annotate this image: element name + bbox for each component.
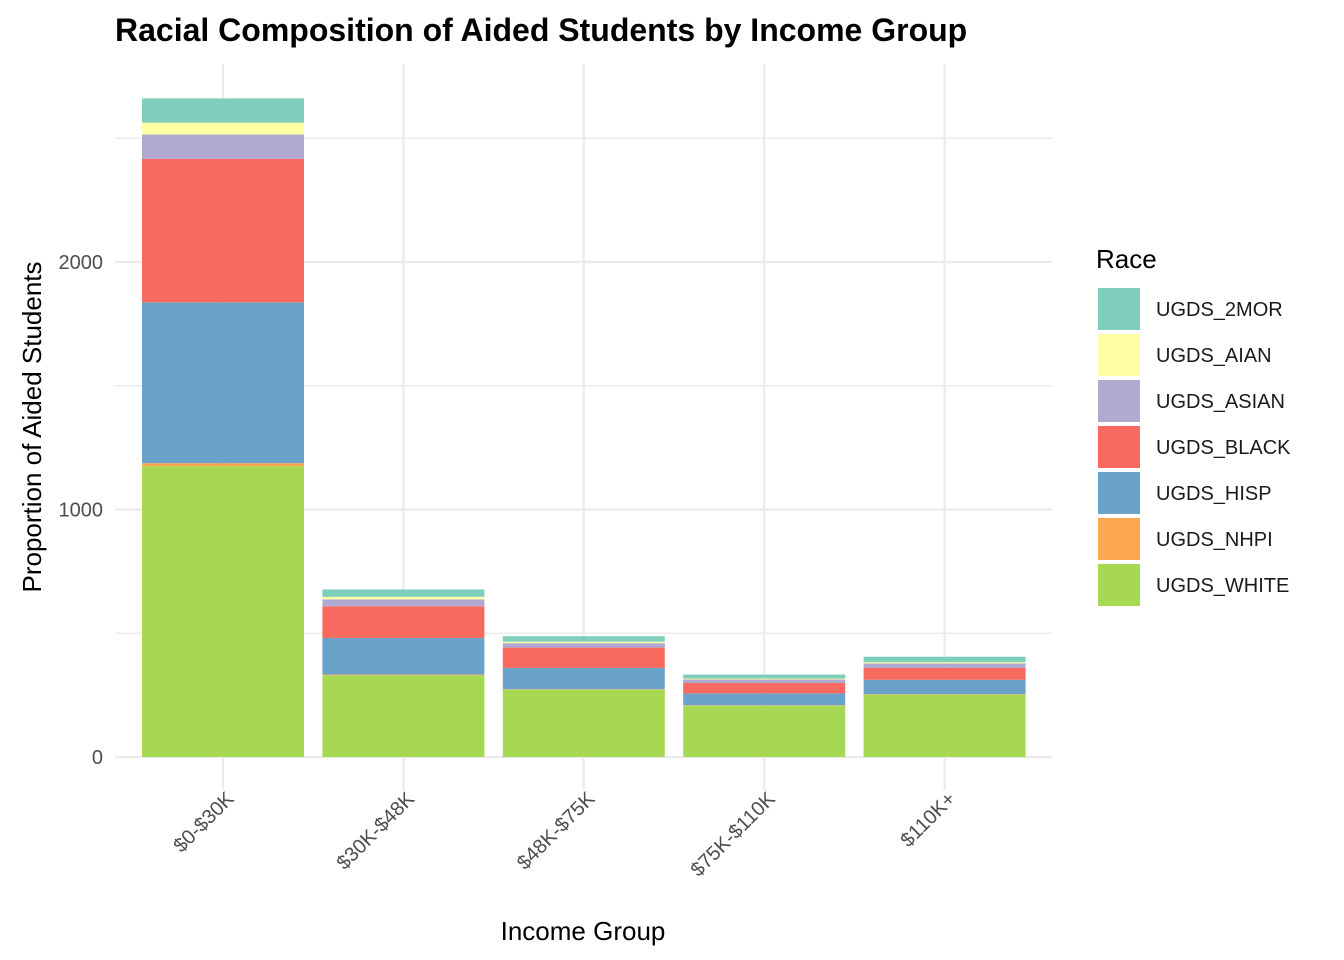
legend-swatch [1098,564,1140,606]
bar-segment-ugds-hisp [863,679,1026,695]
bar-segment-ugds-asian [322,599,485,607]
bar-segment-ugds-2mor [683,674,846,679]
x-tick-label: $0-$30K [170,788,239,857]
legend-label: UGDS_NHPI [1156,529,1273,551]
y-axis-title: Proportion of Aided Students [17,261,47,592]
bar-segment-ugds-hisp [683,693,846,706]
bars [142,98,1026,757]
bar-segment-ugds-black [142,158,304,303]
bar-segment-ugds-white [142,466,304,757]
legend-swatch [1098,426,1140,468]
y-tick-label: 1000 [59,500,104,522]
chart-title: Racial Composition of Aided Students by … [115,12,967,48]
legend: Race UGDS_2MOR UGDS_AIAN UGDS_ASIAN UGDS_BL… [1096,244,1291,606]
x-axis-title: Income Group [501,916,666,946]
bar-segment-ugds-white [502,689,665,757]
bar-segment-ugds-aian [142,122,304,135]
bar-segment-ugds-nhpi [142,463,304,467]
bar-segment-ugds-aian [322,596,485,600]
bar-segment-ugds-black [322,606,485,638]
bar-segment-ugds-hisp [502,667,665,690]
bar-segment-ugds-asian [502,643,665,648]
bar-segment-ugds-black [683,682,846,694]
x-tick-label: $110K+ [896,788,960,852]
bar-segment-ugds-2mor [142,98,304,123]
bar-segment-ugds-hisp [142,302,304,464]
bar-segment-ugds-white [863,694,1026,757]
legend-label: UGDS_ASIAN [1156,391,1285,413]
bar-segment-ugds-white [683,705,846,757]
x-tick-label: $30K-$48K [333,788,420,875]
x-axis-ticks: $0-$30K $30K-$48K $48K-$75K $75K-$110K $110K… [170,788,961,882]
bar-segment-ugds-asian [142,134,304,159]
y-tick-label: 2000 [59,252,104,274]
legend-label: UGDS_2MOR [1156,299,1283,321]
bar-segment-ugds-white [322,675,485,757]
bar-segment-ugds-black [502,647,665,668]
x-tick-label: $48K-$75K [513,788,600,875]
bar-segment-ugds-aian [683,678,846,680]
bar-segment-ugds-nhpi [322,674,485,676]
x-tick-label: $75K-$110K [687,788,781,882]
legend-label: UGDS_BLACK [1156,437,1291,459]
bar-segment-ugds-black [863,667,1026,680]
bar-segment-ugds-2mor [502,636,665,642]
legend-label: UGDS_AIAN [1156,345,1272,367]
bar-segment-ugds-hisp [322,637,485,675]
legend-swatch [1098,288,1140,330]
bar-segment-ugds-asian [863,663,1026,668]
legend-label: UGDS_HISP [1156,483,1272,505]
bar-segment-ugds-aian [502,641,665,644]
legend-label: UGDS_WHITE [1156,575,1289,597]
bar-segment-ugds-asian [683,679,846,683]
bar-segment-ugds-2mor [863,656,1026,663]
legend-swatch [1098,334,1140,376]
legend-swatch [1098,380,1140,422]
bar-segment-ugds-aian [863,662,1026,664]
y-axis-ticks: 0 1000 2000 [59,252,104,769]
y-tick-label: 0 [92,747,103,769]
bar-segment-ugds-2mor [322,589,485,597]
legend-title: Race [1096,244,1157,274]
legend-swatch [1098,518,1140,560]
legend-swatch [1098,472,1140,514]
